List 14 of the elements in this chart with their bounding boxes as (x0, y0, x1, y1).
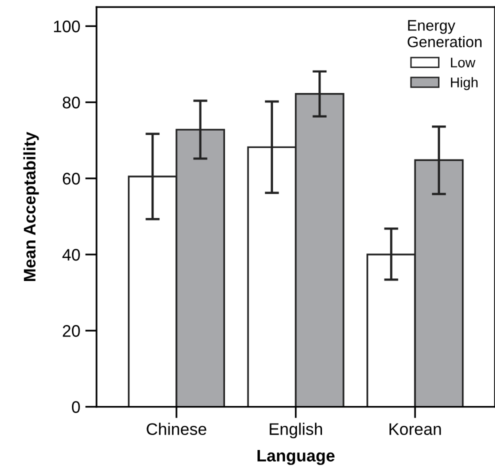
y-tick-label: 20 (62, 325, 80, 337)
x-tick-label: Korean (390, 423, 441, 435)
y-tick-label: 100 (54, 20, 80, 32)
legend-label: Low (451, 58, 476, 68)
y-tick-label: 60 (62, 172, 80, 185)
legend-title: Energy Generation (408, 20, 482, 48)
x-axis-title: Language (258, 450, 335, 465)
x-tick-label: English (270, 422, 322, 438)
x-tick-label: Chinese (146, 422, 206, 435)
y-tick-label: 80 (62, 96, 80, 108)
legend-label: High (451, 77, 478, 90)
y-axis-title: Mean Acceptability (23, 132, 39, 281)
y-tick-label: 40 (62, 248, 80, 261)
y-tick-label: 0 (72, 401, 80, 413)
